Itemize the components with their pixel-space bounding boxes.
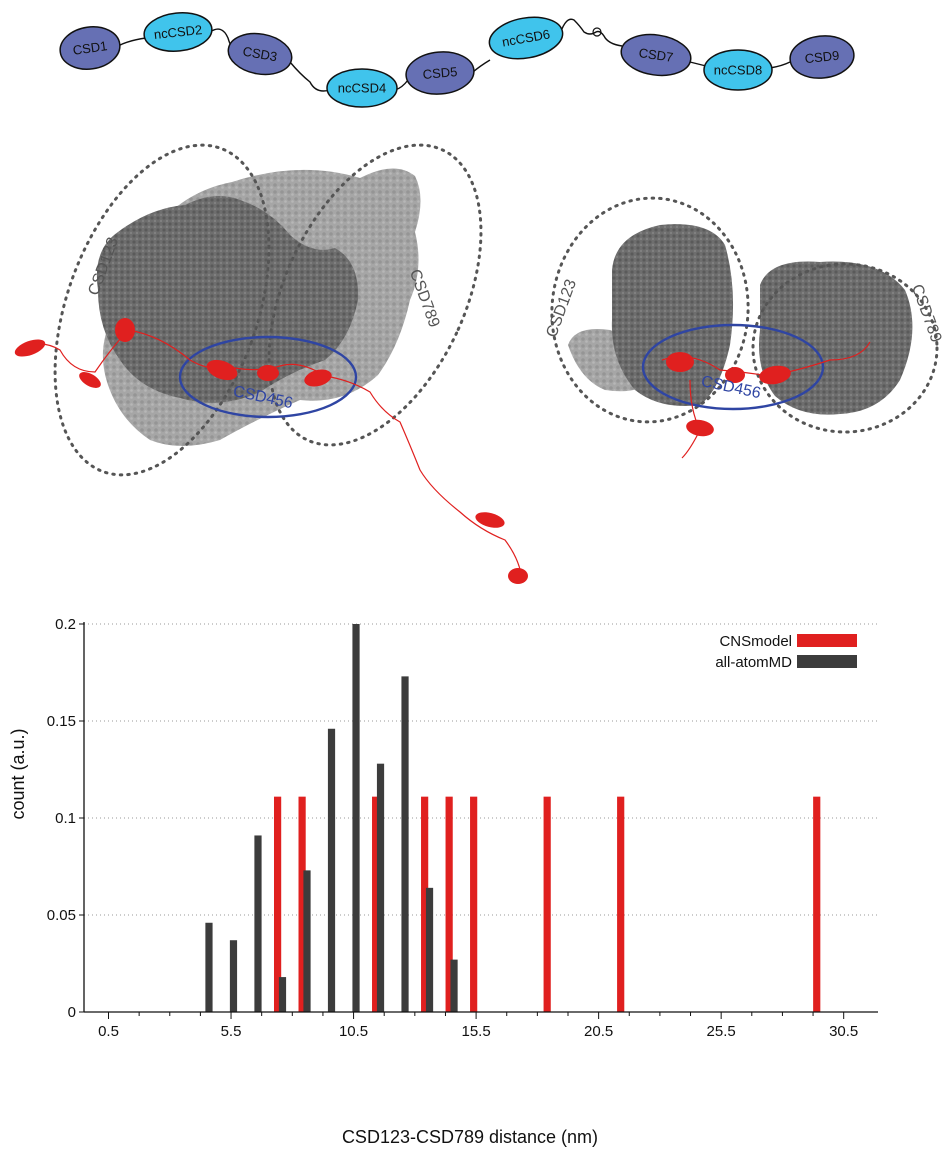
bars bbox=[205, 624, 821, 1012]
bar-all-atommd bbox=[450, 959, 458, 1012]
right-csd123-dotted-circle bbox=[550, 196, 750, 424]
bar-cnsmodel bbox=[421, 796, 429, 1012]
y-axis-label: count (a.u.) bbox=[8, 728, 28, 819]
domain-nccsd8: ncCSD8 bbox=[703, 49, 773, 91]
bar-all-atommd bbox=[229, 940, 238, 1012]
right-csd123-label: CSD123 bbox=[543, 277, 580, 340]
bar-all-atommd bbox=[205, 922, 213, 1012]
x-axis-label: CSD123-CSD789 distance (nm) bbox=[342, 1127, 598, 1147]
red-ribbon-domains bbox=[14, 318, 528, 584]
bar-cnsmodel bbox=[372, 796, 380, 1012]
bar-cnsmodel bbox=[617, 796, 625, 1012]
domain-label: CSD7 bbox=[638, 45, 674, 65]
x-tick-label: 15.5 bbox=[461, 1023, 490, 1040]
y-tick-label: 0.15 bbox=[47, 713, 76, 730]
domain-oval bbox=[620, 33, 692, 77]
x-tick-label: 30.5 bbox=[829, 1023, 858, 1040]
x-tick-label: 0.5 bbox=[98, 1023, 119, 1040]
domain-oval bbox=[227, 32, 293, 76]
domain-label: CSD5 bbox=[422, 64, 458, 82]
domain-oval bbox=[326, 68, 398, 108]
x-tick-label: 25.5 bbox=[707, 1023, 736, 1040]
right-structure: CSD123 CSD789 CSD456 bbox=[543, 196, 944, 459]
ticks: 0.5 5.5 10.5 15.5 20.5 25.5 30.5 0 0.05 0.1 0.15 0.… bbox=[47, 616, 858, 1040]
domain-oval bbox=[703, 49, 773, 91]
domain-csd5: CSD5 bbox=[405, 51, 475, 95]
domain-label: ncCSD4 bbox=[338, 81, 386, 96]
domain-label: CSD1 bbox=[72, 38, 108, 58]
domain-csd3: CSD3 bbox=[227, 32, 293, 76]
domain-oval bbox=[405, 51, 475, 95]
domain-label: ncCSD8 bbox=[714, 63, 762, 78]
legend-label-cnsmodel: CNSmodel bbox=[719, 633, 792, 650]
domain-csd1: CSD1 bbox=[59, 26, 121, 70]
csd789-dotted-circle bbox=[267, 143, 483, 447]
domain-csd9: CSD9 bbox=[789, 35, 855, 79]
domain-oval bbox=[59, 26, 121, 70]
domain-nccsd6: ncCSD6 bbox=[488, 16, 564, 60]
bar-all-atommd bbox=[278, 977, 287, 1012]
x-tick-label: 10.5 bbox=[339, 1023, 368, 1040]
domain-oval bbox=[789, 35, 855, 79]
right-csd456-circle bbox=[641, 323, 825, 411]
bar-cnsmodel bbox=[445, 796, 453, 1012]
x-tick-label: 5.5 bbox=[221, 1023, 242, 1040]
domain-oval bbox=[488, 16, 564, 60]
left-structure: CSD123 CSD789 CSD456 bbox=[14, 143, 528, 584]
bar-all-atommd bbox=[376, 763, 385, 1012]
gridlines bbox=[84, 623, 878, 916]
bar-cnsmodel bbox=[543, 796, 551, 1012]
legend-swatch-all-atommd bbox=[797, 655, 857, 668]
bar-cnsmodel bbox=[273, 796, 282, 1012]
csd456-circle bbox=[178, 335, 358, 419]
domain-nccsd4: ncCSD4 bbox=[326, 68, 398, 108]
linker-loop bbox=[592, 27, 602, 37]
x-tick-label: 20.5 bbox=[584, 1023, 613, 1040]
bar-all-atommd bbox=[327, 728, 336, 1012]
csd123-dotted-circle bbox=[53, 143, 271, 477]
y-tick-label: 0.1 bbox=[55, 810, 76, 827]
legend: CNSmodel all-atomMD bbox=[715, 633, 857, 671]
axes bbox=[83, 622, 878, 1013]
right-csd789-label: CSD789 bbox=[908, 282, 944, 345]
domain-nccsd2: ncCSD2 bbox=[143, 12, 213, 52]
bar-cnsmodel bbox=[813, 796, 821, 1012]
right-surface-dark-right bbox=[759, 261, 913, 415]
right-red-ribbon-domains bbox=[666, 352, 791, 437]
bar-all-atommd bbox=[401, 676, 409, 1012]
bar-all-atommd bbox=[303, 870, 311, 1012]
legend-swatch-cnsmodel bbox=[797, 634, 857, 647]
y-tick-label: 0 bbox=[68, 1004, 76, 1021]
domain-diagram: CSD1 ncCSD2 CSD3 ncCSD4 CSD5 ncCSD6 CSD7 ncCSD8… bbox=[59, 12, 855, 108]
right-csd789-dotted-circle bbox=[751, 262, 939, 434]
bar-all-atommd bbox=[254, 835, 262, 1012]
y-tick-label: 0.05 bbox=[47, 907, 76, 924]
domain-csd7: CSD7 bbox=[620, 33, 692, 77]
red-ribbon-chain bbox=[19, 329, 523, 581]
histogram-chart: 0.5 5.5 10.5 15.5 20.5 25.5 30.5 0 0.05 0.1 0.15 0.… bbox=[8, 616, 878, 1147]
domain-label: ncCSD2 bbox=[153, 22, 203, 42]
left-csd789-label: CSD789 bbox=[406, 267, 443, 330]
bar-cnsmodel bbox=[470, 796, 478, 1012]
domain-oval bbox=[143, 12, 213, 52]
domain-label: CSD9 bbox=[804, 48, 840, 67]
left-surface-dark bbox=[96, 196, 359, 403]
bar-cnsmodel bbox=[298, 796, 306, 1012]
bar-all-atommd bbox=[425, 887, 434, 1012]
bar-all-atommd bbox=[352, 624, 360, 1012]
legend-label-all-atommd: all-atomMD bbox=[715, 654, 792, 671]
domain-label: CSD3 bbox=[242, 44, 279, 65]
y-tick-label: 0.2 bbox=[55, 616, 76, 633]
linker-path bbox=[117, 18, 791, 92]
